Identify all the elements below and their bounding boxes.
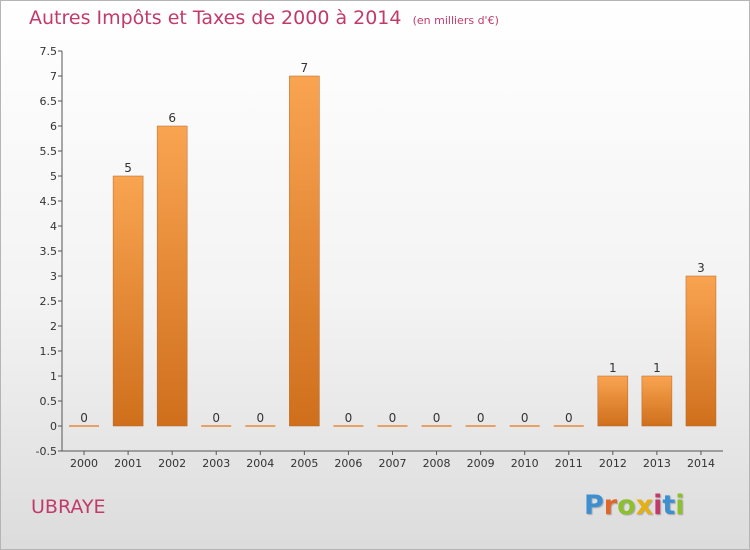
- x-tick-label: 2000: [70, 457, 98, 470]
- commune-name: UBRAYE: [31, 496, 106, 518]
- x-tick-label: 2011: [555, 457, 583, 470]
- bar-value-label: 0: [345, 411, 353, 425]
- logo-letter: i: [675, 490, 685, 521]
- bar-value-label: 5: [124, 161, 132, 175]
- x-tick-label: 2010: [511, 457, 539, 470]
- bar: [641, 375, 673, 427]
- logo-letter: x: [635, 490, 654, 521]
- bar: [597, 375, 629, 427]
- y-tick-label: 6.5: [40, 95, 58, 108]
- bar-value-label: 1: [653, 361, 661, 375]
- x-tick-label: 2006: [334, 457, 362, 470]
- bar-value-label: 0: [212, 411, 220, 425]
- y-tick-label: 5.5: [40, 145, 58, 158]
- y-tick-label: 0: [50, 420, 57, 433]
- y-tick-label: 3: [50, 270, 57, 283]
- bar: [156, 125, 188, 427]
- x-tick-label: 2005: [290, 457, 318, 470]
- bar-value-label: 7: [301, 61, 309, 75]
- logo-letter: r: [603, 490, 618, 521]
- x-tick-label: 2001: [114, 457, 142, 470]
- x-tick-label: 2004: [246, 457, 274, 470]
- bar-value-label: 0: [565, 411, 573, 425]
- bar-value-label: 6: [168, 111, 176, 125]
- y-tick-label: 4: [50, 220, 57, 233]
- y-tick-label: 0.5: [40, 395, 58, 408]
- y-tick-label: 2: [50, 320, 57, 333]
- x-tick-label: 2003: [202, 457, 230, 470]
- x-tick-label: 2002: [158, 457, 186, 470]
- bar-value-label: 1: [609, 361, 617, 375]
- x-tick-label: 2012: [599, 457, 627, 470]
- x-tick-label: 2008: [423, 457, 451, 470]
- bar-value-label: 0: [521, 411, 529, 425]
- y-tick-label: 6: [50, 120, 57, 133]
- bar-value-label: 0: [433, 411, 441, 425]
- bar: [685, 275, 717, 427]
- y-tick-label: 2.5: [40, 295, 58, 308]
- bar: [112, 175, 144, 427]
- y-tick-label: 7: [50, 70, 57, 83]
- y-tick-label: -0.5: [36, 445, 57, 458]
- bar: [289, 75, 320, 427]
- proxiti-logo[interactable]: Proxiti: [584, 490, 685, 521]
- chart-subtitle: (en milliers d'€): [412, 14, 499, 27]
- y-tick-label: 1: [50, 370, 57, 383]
- y-tick-label: 5: [50, 170, 57, 183]
- x-tick-label: 2013: [643, 457, 671, 470]
- logo-letter: t: [662, 490, 676, 521]
- x-tick-label: 2014: [687, 457, 715, 470]
- y-tick-label: 3.5: [40, 245, 58, 258]
- x-tick-label: 2007: [379, 457, 407, 470]
- logo-letter: P: [584, 490, 604, 521]
- bar-value-label: 0: [256, 411, 264, 425]
- x-tick-label: 2009: [467, 457, 495, 470]
- bar-value-label: 0: [80, 411, 88, 425]
- bar-value-label: 0: [477, 411, 485, 425]
- bar-value-label: 0: [389, 411, 397, 425]
- title-block: Autres Impôts et Taxes de 2000 à 2014 (e…: [29, 7, 499, 29]
- y-tick-label: 1.5: [40, 345, 58, 358]
- logo-letter: o: [617, 490, 636, 521]
- chart-title: Autres Impôts et Taxes de 2000 à 2014: [29, 7, 402, 29]
- bar-value-label: 3: [697, 261, 705, 275]
- y-tick-label: 7.5: [40, 45, 58, 58]
- y-tick-label: 4.5: [40, 195, 58, 208]
- logo-letter: i: [653, 490, 663, 521]
